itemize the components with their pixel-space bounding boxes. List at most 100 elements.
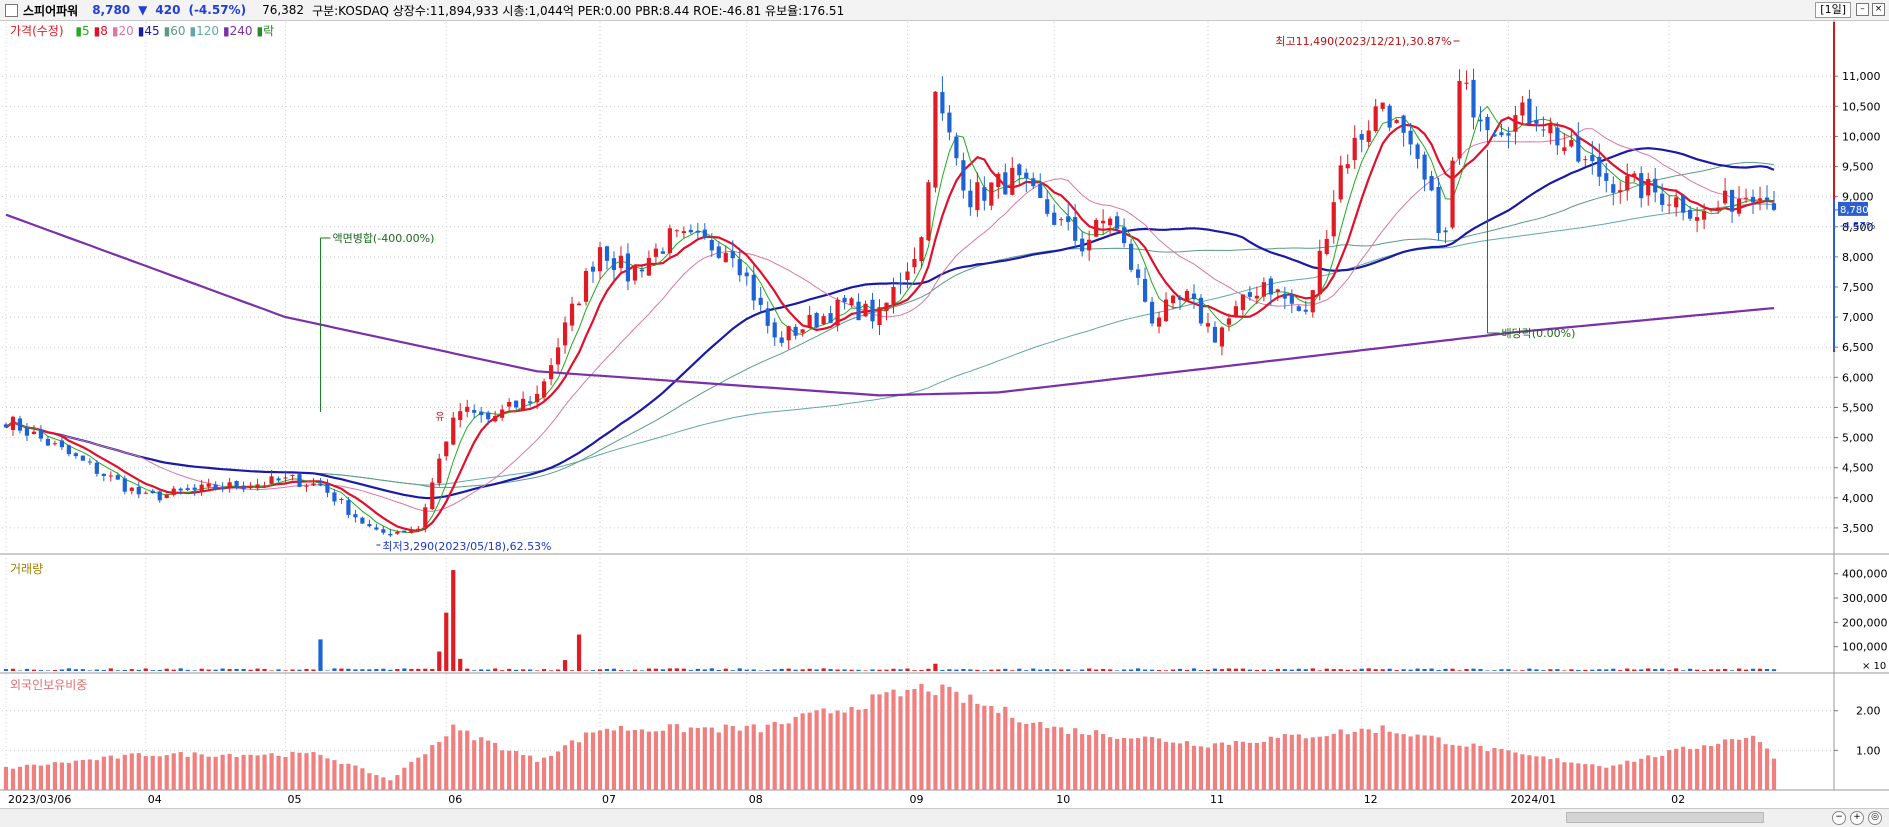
- volume-bar: [1527, 669, 1531, 671]
- candle-body: [1143, 279, 1147, 302]
- volume-bar: [1192, 668, 1196, 671]
- foreign-bar: [1304, 738, 1308, 790]
- zoom-in-icon[interactable]: +: [1850, 811, 1864, 825]
- candle-body: [1457, 81, 1461, 158]
- foreign-bar: [1681, 747, 1685, 790]
- foreign-bar: [933, 695, 937, 790]
- foreign-bar: [1031, 723, 1035, 790]
- candle-body: [1241, 295, 1245, 311]
- candle-body: [409, 530, 413, 533]
- candle-body: [1269, 278, 1273, 294]
- volume-bar: [1283, 669, 1287, 671]
- candle-body: [74, 453, 78, 456]
- candle-body: [738, 259, 742, 275]
- volume-bar: [1360, 669, 1364, 671]
- volume-bar: [856, 670, 860, 671]
- volume-bar: [849, 670, 853, 671]
- foreign-bar: [318, 755, 322, 790]
- foreign-bar: [144, 756, 148, 790]
- zoom-out-icon[interactable]: −: [1832, 811, 1846, 825]
- price-tick-label: 10,000: [1842, 130, 1881, 143]
- candle-body: [1667, 205, 1671, 206]
- foreign-bar: [1625, 761, 1629, 790]
- x-tick-label: 2023/03/06: [8, 793, 71, 806]
- foreign-bar: [1024, 724, 1028, 790]
- foreign-bar: [1520, 754, 1524, 790]
- volume-bar: [1758, 669, 1762, 671]
- candle-body: [1122, 227, 1126, 243]
- candle-body: [1360, 134, 1364, 140]
- x-tick-label: 06: [448, 793, 462, 806]
- volume-bar: [1031, 669, 1035, 671]
- volume-bar: [1597, 669, 1601, 671]
- volume-bar: [1094, 670, 1098, 671]
- candle-body: [1094, 220, 1098, 237]
- candle-body: [1765, 198, 1769, 200]
- volume-bar: [1471, 669, 1475, 671]
- volume-bar: [815, 669, 819, 671]
- foreign-bar: [829, 713, 833, 790]
- volume-bar: [416, 669, 420, 671]
- volume-bar: [1625, 669, 1629, 671]
- foreign-bar: [1604, 768, 1608, 790]
- volume-bar: [39, 670, 43, 671]
- foreign-bar: [1590, 764, 1594, 790]
- foreign-bar: [1374, 733, 1378, 790]
- candle-body: [1248, 292, 1252, 297]
- volume-bar: [1388, 669, 1392, 671]
- volume-bar: [242, 669, 246, 671]
- foreign-bar: [472, 740, 476, 790]
- foreign-bar: [1618, 764, 1622, 790]
- candle-body: [1409, 131, 1413, 145]
- volume-bar: [102, 670, 106, 671]
- foreign-bar: [255, 755, 259, 790]
- foreign-bar: [1381, 725, 1385, 790]
- volume-bar: [1534, 669, 1538, 671]
- candle-body: [186, 488, 190, 490]
- candle-body: [1758, 198, 1762, 201]
- foreign-bar: [1457, 746, 1461, 790]
- price-tick-label: 6,000: [1842, 371, 1874, 384]
- candle-body: [968, 191, 972, 208]
- candle-body: [745, 273, 749, 277]
- foreign-bar: [297, 753, 301, 790]
- foreign-bar: [1234, 741, 1238, 790]
- volume-bar: [703, 669, 707, 671]
- volume-bar: [25, 669, 29, 671]
- candle-body: [794, 327, 798, 336]
- candle-body: [521, 399, 525, 410]
- zoom-fit-icon[interactable]: ◎: [1868, 811, 1882, 825]
- volume-bar: [738, 668, 742, 671]
- foreign-bar: [1213, 743, 1217, 790]
- volume-bar: [535, 670, 539, 671]
- foreign-bar: [53, 762, 57, 790]
- candle-body: [982, 187, 986, 201]
- price-tick-label: 8,000: [1842, 251, 1874, 264]
- volume-bar: [109, 668, 113, 671]
- foreign-bar: [1325, 736, 1329, 790]
- scroll-thumb[interactable]: [1566, 812, 1764, 823]
- candle-body: [1318, 251, 1322, 294]
- candle-body: [1478, 120, 1482, 122]
- foreign-bar: [542, 758, 546, 790]
- foreign-bar: [682, 732, 686, 790]
- volume-tick-label: 200,000: [1842, 616, 1888, 629]
- volume-bar: [1772, 669, 1776, 671]
- volume-bar: [1248, 670, 1252, 671]
- candle-body: [626, 253, 630, 281]
- foreign-bar: [1087, 735, 1091, 790]
- candle-body: [297, 474, 301, 487]
- volume-bar: [1311, 668, 1315, 671]
- candle-body: [1611, 184, 1615, 193]
- foreign-bar: [905, 690, 909, 790]
- foreign-bar: [745, 726, 749, 790]
- foreign-bar: [835, 710, 839, 790]
- volume-bar: [626, 670, 630, 671]
- candle-body: [717, 246, 721, 257]
- foreign-bar: [926, 692, 930, 790]
- volume-bar: [1548, 669, 1552, 671]
- foreign-tick-label: 1.00: [1856, 744, 1881, 757]
- foreign-bar: [1206, 748, 1210, 790]
- foreign-bar: [1178, 743, 1182, 790]
